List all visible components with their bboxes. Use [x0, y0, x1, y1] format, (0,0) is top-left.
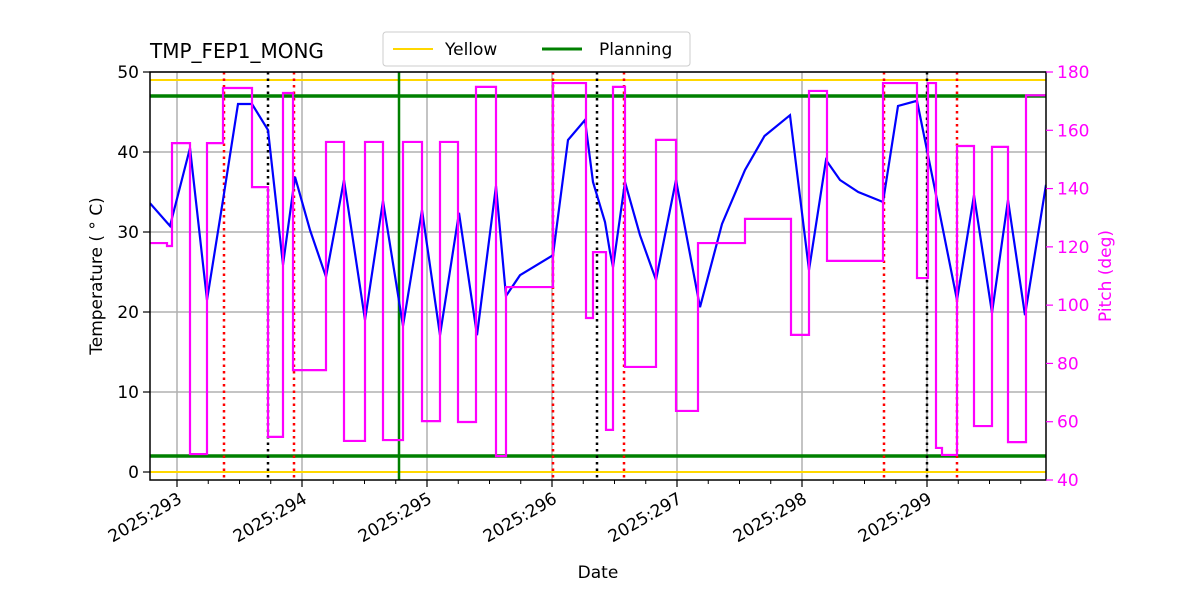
x-tick-label: 2025:296	[480, 489, 561, 547]
x-axis-label: Date	[578, 563, 619, 583]
y-right-tick-label: 160	[1057, 121, 1089, 141]
x-tick-label: 2025:299	[855, 489, 936, 547]
legend: Yellow Planning	[382, 31, 691, 67]
y-right-tick-label: 120	[1057, 238, 1089, 258]
y-right-tick-label: 40	[1057, 471, 1079, 491]
chart-title: TMP_FEP1_MONG	[149, 39, 324, 63]
y-tick-label: 40	[117, 143, 139, 163]
legend-box	[382, 31, 691, 67]
y-right-tick-label: 180	[1057, 63, 1089, 83]
x-tick-label: 2025:298	[730, 489, 811, 547]
y-tick-label: 20	[117, 303, 139, 323]
x-tick-label: 2025:297	[605, 489, 686, 547]
y-right-tick-label: 60	[1057, 413, 1079, 433]
y-tick-label: 30	[117, 223, 139, 243]
y-right-tick-label: 100	[1057, 296, 1089, 316]
y-tick-label: 0	[128, 463, 139, 483]
x-tick-label: 2025:293	[105, 489, 186, 547]
y-right-tick-label: 140	[1057, 180, 1089, 200]
legend-label-yellow: Yellow	[444, 40, 497, 60]
y-right-tick-label: 80	[1057, 354, 1079, 374]
y-axis-right-label: Pitch (deg)	[1096, 230, 1116, 322]
legend-label-planning: Planning	[599, 40, 672, 60]
y-tick-label: 10	[117, 383, 139, 403]
x-tick-label: 2025:295	[355, 489, 436, 547]
pitch-series-line	[150, 81, 1046, 458]
y-axis-label: Temperature ( ° C)	[87, 197, 107, 356]
x-tick-label: 2025:294	[230, 489, 311, 547]
y-tick-label: 50	[117, 63, 139, 83]
plot-frame	[149, 71, 1047, 481]
